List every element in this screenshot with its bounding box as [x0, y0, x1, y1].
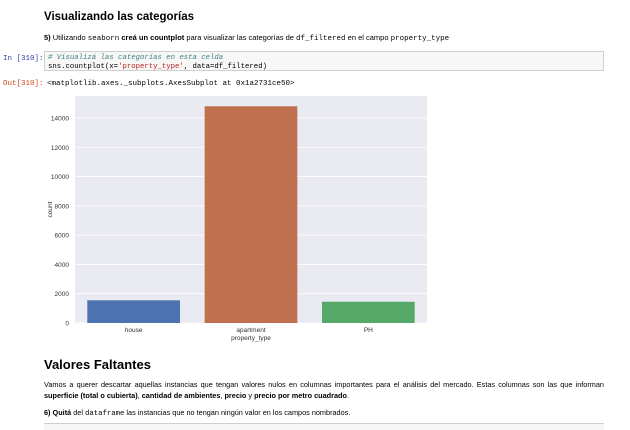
- y-tick-label: 4000: [55, 262, 70, 269]
- x-tick-label: apartment: [236, 327, 265, 334]
- instruction-text: Utilizando: [50, 33, 88, 42]
- paragraph-valores-faltantes: Vamos a querer descartar aquellas instan…: [44, 379, 604, 401]
- y-axis-label: count: [47, 201, 54, 217]
- input-prompt: In [310]:: [3, 55, 44, 63]
- code-df-filtered: df_filtered: [296, 35, 346, 43]
- section-title-categorias: Visualizando las categorías: [44, 11, 194, 23]
- para-text: .: [346, 391, 349, 400]
- instruction-text: del: [71, 408, 85, 417]
- code-cell-editor[interactable]: # Visualizá las categorías en esta celda…: [44, 51, 604, 71]
- code-property-type: property_type: [390, 35, 450, 43]
- code-dataframe: dataframe: [84, 410, 125, 418]
- instruction-bold: creá un countplot: [119, 33, 185, 42]
- y-tick-label: 6000: [55, 233, 70, 240]
- code-call: sns.countplot(x=: [48, 63, 119, 71]
- code-line: sns.countplot(x='property_type', data=df…: [48, 63, 603, 72]
- y-tick-label: 14000: [51, 115, 69, 122]
- instruction-text: para visualizar las categorías de: [184, 33, 297, 42]
- output-prompt: Out[310]:: [3, 80, 44, 88]
- code-string: 'property_type': [118, 63, 184, 71]
- para-text: ,: [220, 391, 225, 400]
- y-tick-label: 2000: [55, 291, 70, 298]
- para-text: y: [246, 391, 255, 400]
- bar-apartment: [204, 106, 298, 323]
- instruction-5: 5) Utilizando seaborn creá un countplot …: [44, 33, 449, 43]
- instruction-text: las instancias que no tengan ningún valo…: [124, 408, 351, 417]
- next-code-cell[interactable]: [44, 423, 604, 430]
- bar-ph: [321, 301, 415, 323]
- para-bold: precio por metro cuadrado: [254, 391, 347, 400]
- y-tick-label: 10000: [51, 174, 69, 181]
- instruction-text: en el campo: [345, 33, 391, 42]
- instruction-bold: Quitá: [50, 408, 72, 417]
- x-tick-label: PH: [364, 327, 373, 334]
- x-axis-label: property_type: [231, 335, 271, 342]
- output-text: <matplotlib.axes._subplots.AxesSubplot a…: [47, 80, 295, 88]
- para-text: Vamos a querer descartar aquellas instan…: [44, 380, 604, 389]
- code-seaborn: seaborn: [87, 35, 120, 43]
- code-comment: # Visualizá las categorías en esta celda: [48, 54, 224, 62]
- para-text: ,: [137, 391, 142, 400]
- section-title-valores-faltantes: Valores Faltantes: [44, 357, 151, 372]
- y-tick-label: 12000: [51, 145, 69, 152]
- y-tick-label: 0: [65, 321, 69, 328]
- para-bold: superficie (total o cubierta): [44, 391, 138, 400]
- y-tick-label: 8000: [55, 203, 70, 210]
- para-bold: precio: [224, 391, 247, 400]
- x-tick-label: house: [125, 327, 143, 334]
- bar-house: [87, 300, 181, 323]
- instruction-number: 5): [44, 33, 51, 42]
- code-comment-line: # Visualizá las categorías en esta celda: [48, 54, 603, 63]
- instruction-number: 6): [44, 408, 51, 417]
- code-args: , data=df_filtered): [183, 63, 267, 71]
- instruction-6: 6) Quitá del dataframe las instancias qu…: [44, 408, 350, 418]
- para-bold: cantidad de ambientes: [141, 391, 221, 400]
